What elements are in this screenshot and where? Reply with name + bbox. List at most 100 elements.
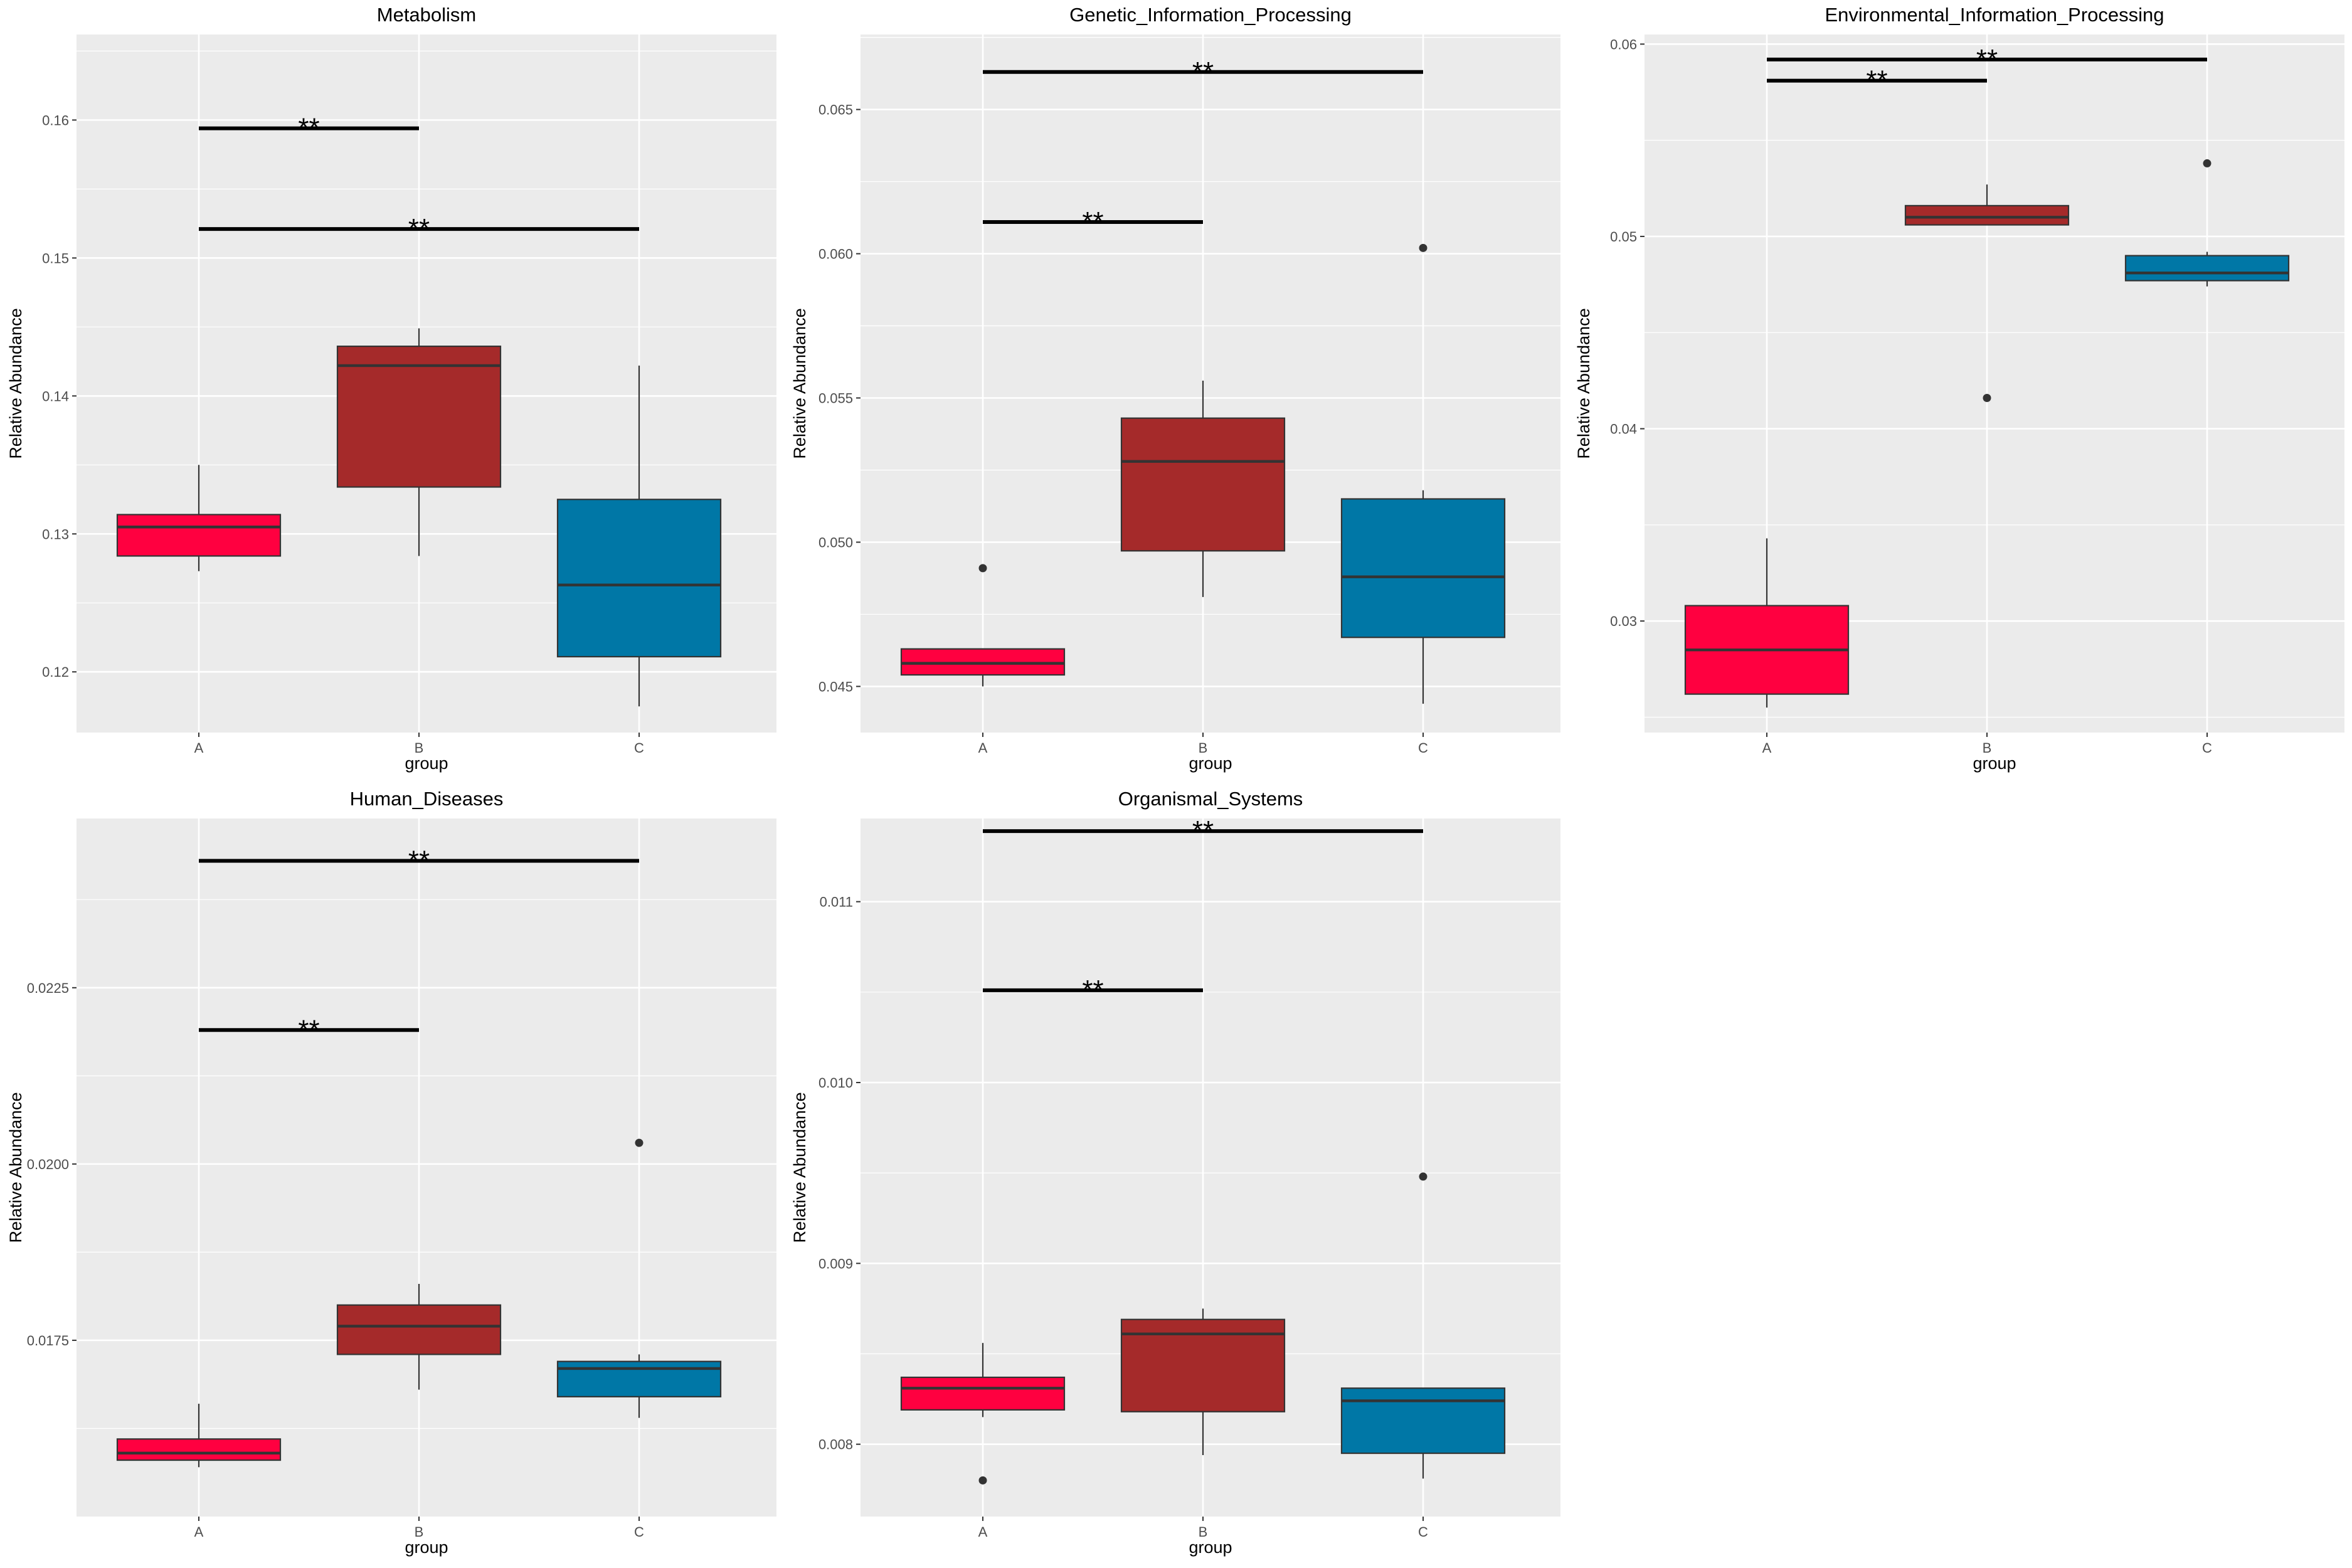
significance-label: ** (1082, 206, 1103, 237)
box-group-b (336, 1284, 502, 1390)
chart-title: Metabolism (377, 4, 477, 26)
y-tick-label: 0.011 (820, 894, 853, 910)
box-group-a (116, 1404, 282, 1468)
x-axis-label: group (1189, 754, 1232, 773)
significance-label: ** (408, 213, 430, 244)
y-tick-label: 0.060 (818, 246, 853, 262)
chart-svg-environmental-information-processing: ** ** 0.03 0.04 0.05 0.06 A B C Environmental_Inf… (1574, 4, 2344, 773)
x-axis-label: group (405, 754, 448, 773)
x-tick-label: A (194, 1524, 204, 1540)
box-a (900, 1376, 1066, 1411)
significance-label: ** (1192, 815, 1214, 846)
outlier-point (1419, 243, 1428, 252)
x-tick-label: C (634, 740, 644, 756)
box-c (556, 499, 722, 658)
box-group-c (1340, 243, 1506, 704)
significance-label: ** (298, 1014, 319, 1045)
significance-label: ** (1866, 65, 1887, 96)
y-tick-label: 0.010 (818, 1075, 853, 1091)
y-axis-label: Relative Abundance (790, 1092, 809, 1242)
box-group-b (336, 328, 502, 556)
y-tick-label: 0.0175 (27, 1333, 69, 1348)
y-tick-label: 0.045 (818, 679, 853, 694)
box-group-a (900, 1343, 1066, 1485)
box-c (556, 1360, 722, 1397)
y-tick-label: 0.06 (1610, 36, 1637, 52)
box-group-c (556, 1138, 722, 1418)
y-tick-label: 0.15 (42, 250, 69, 266)
significance-label: ** (1976, 44, 1998, 75)
x-tick-label: C (1418, 740, 1428, 756)
chart-svg-human-diseases: ** ** 0.0175 0.0200 0.0225 A B C Human_Diseasesg… (6, 788, 776, 1557)
box-group-a (116, 465, 282, 571)
x-tick-label: A (978, 1524, 988, 1540)
box-c (2124, 255, 2290, 282)
box-a (900, 648, 1066, 676)
y-axis-label: Relative Abundance (6, 1092, 25, 1242)
box-group-c (2124, 159, 2290, 287)
x-tick-label: B (1199, 1524, 1208, 1540)
x-tick-label: C (1418, 1524, 1428, 1540)
significance-label: ** (1192, 56, 1214, 87)
chart-title: Environmental_Information_Processing (1825, 4, 2164, 26)
outlier-point (1419, 1172, 1428, 1181)
chart-svg-organismal-systems: ** ** 0.008 0.009 0.010 0.011 A B C Organismal_Sy… (790, 788, 1560, 1557)
y-tick-label: 0.055 (818, 390, 853, 406)
box-group-a (900, 564, 1066, 687)
y-axis-label: Relative Abundance (790, 308, 809, 458)
chart-title: Organismal_Systems (1118, 788, 1303, 810)
box-group-b (1120, 380, 1286, 597)
y-tick-label: 0.04 (1610, 421, 1637, 437)
box-c (1340, 1387, 1506, 1454)
x-axis-label: group (1973, 754, 2016, 773)
x-tick-label: B (415, 1524, 424, 1540)
x-tick-label: A (194, 740, 204, 756)
chart-metabolism: ** ** 0.12 0.13 0.14 0.15 0.16 A B C Metabolism gro… (0, 0, 784, 784)
y-tick-label: 0.050 (818, 534, 853, 550)
y-tick-label: 0.0225 (27, 980, 69, 996)
significance-label: ** (298, 113, 319, 144)
y-tick-label: 0.0200 (27, 1157, 69, 1172)
chart-title: Human_Diseases (350, 788, 504, 810)
chart-human-diseases: ** ** 0.0175 0.0200 0.0225 A B C Human_Diseases g… (0, 784, 784, 1568)
box-group-b (1904, 184, 2070, 402)
x-tick-label: C (2202, 740, 2212, 756)
x-tick-label: B (1983, 740, 1992, 756)
box-group-a (1684, 538, 1850, 708)
chart-svg-metabolism: ** ** 0.12 0.13 0.14 0.15 0.16 A B C Metabolism gro… (6, 4, 776, 773)
box-b (336, 346, 502, 488)
outlier-point (978, 1476, 987, 1485)
y-tick-label: 0.05 (1610, 229, 1637, 245)
y-tick-label: 0.008 (818, 1437, 853, 1453)
box-a (116, 1438, 282, 1461)
box-b (1120, 417, 1286, 552)
x-tick-label: A (1762, 740, 1772, 756)
box-group-b (1120, 1308, 1286, 1455)
x-axis-label: group (405, 1538, 448, 1557)
box-group-c (1340, 1172, 1506, 1479)
outlier-point (1983, 393, 1991, 402)
significance-label: ** (1082, 975, 1103, 1005)
chart-genetic-information-processing: ** ** 0.045 0.050 0.055 0.060 0.065 A B C Genetic_… (784, 0, 1568, 784)
chart-title: Genetic_Information_Processing (1069, 4, 1352, 26)
y-tick-label: 0.13 (42, 526, 69, 542)
box-b (336, 1304, 502, 1355)
chart-environmental-information-processing: ** ** 0.03 0.04 0.05 0.06 A B C Environmental_Inf… (1568, 0, 2352, 784)
outlier-point (2203, 159, 2212, 167)
y-axis-label: Relative Abundance (1574, 308, 1593, 458)
plot-panel (77, 818, 776, 1517)
y-axis-label: Relative Abundance (6, 308, 25, 458)
box-c (1340, 498, 1506, 638)
box-a (116, 514, 282, 557)
chart-organismal-systems: ** ** 0.008 0.009 0.010 0.011 A B C Organismal_Sy… (784, 784, 1568, 1568)
x-tick-label: B (1199, 740, 1208, 756)
x-axis-label: group (1189, 1538, 1232, 1557)
y-tick-label: 0.12 (42, 664, 69, 680)
y-tick-label: 0.03 (1610, 613, 1637, 629)
x-tick-label: B (415, 740, 424, 756)
y-tick-label: 0.065 (818, 102, 853, 118)
y-tick-label: 0.009 (818, 1256, 853, 1271)
x-tick-label: A (978, 740, 988, 756)
y-tick-label: 0.16 (42, 112, 69, 128)
significance-label: ** (408, 845, 430, 876)
